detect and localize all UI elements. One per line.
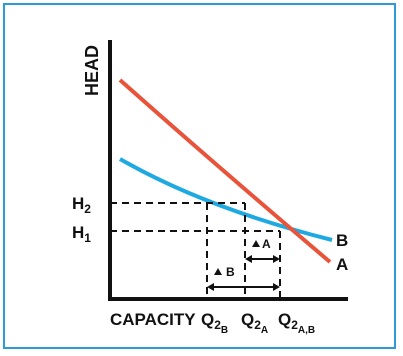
dashed-guides: [110, 202, 281, 297]
curve-a: [118, 78, 332, 264]
curve-b: [119, 157, 333, 242]
delta-b-arrow: [207, 283, 280, 291]
curve-b-label: B: [336, 231, 348, 250]
y-axis-label: HEAD: [82, 45, 102, 96]
h1-label: H1: [72, 223, 91, 245]
q2a-label: Q2A: [241, 310, 268, 336]
q2ab-label: Q2A,B: [278, 310, 315, 336]
delta-b-triangle: [214, 268, 222, 275]
curve-a-label: A: [336, 255, 348, 274]
delta-a-label: A: [262, 237, 271, 251]
delta-a-triangle: [252, 240, 260, 247]
delta-b-label: B: [226, 265, 235, 279]
x-axis-label: CAPACITY: [110, 310, 196, 329]
diagram-frame: [3, 3, 396, 349]
q2b-label: Q2B: [201, 310, 228, 336]
delta-a-arrow: [245, 255, 280, 263]
h2-label: H2: [72, 194, 91, 216]
